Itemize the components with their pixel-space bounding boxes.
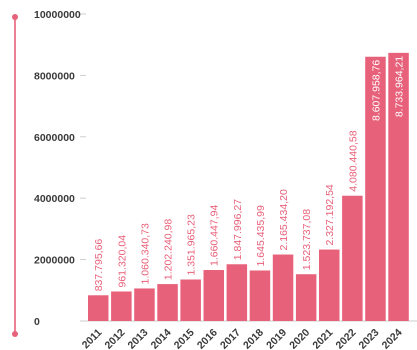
bar-value-label: 1.523.737,08	[301, 209, 313, 270]
y-tick-label: 8000000	[34, 70, 75, 82]
y-tick-label: 6000000	[34, 132, 75, 144]
x-tick-label: 2016	[195, 327, 220, 350]
bar-value-label: 4.080.440,58	[347, 130, 359, 191]
bar-2013[interactable]	[134, 288, 155, 321]
bar-2020[interactable]	[295, 274, 317, 321]
bar-value-label: 1.060.340,73	[139, 223, 151, 284]
bar-value-label: 8.733.964,21	[394, 56, 406, 117]
bar-value-label: 1.351.965,23	[186, 214, 198, 275]
x-tick-label: 2014	[149, 327, 174, 350]
x-tick-label: 2020	[287, 327, 312, 350]
x-tick-label: 2015	[172, 327, 197, 350]
x-tick-label: 2019	[264, 327, 289, 350]
bar-value-label: 2.165.434,20	[278, 189, 290, 250]
y-tick-label: 2000000	[34, 255, 75, 267]
x-tick-label: 2017	[218, 327, 243, 350]
bar-2022[interactable]	[342, 195, 363, 321]
bar-2011[interactable]	[88, 295, 109, 321]
bar-2017[interactable]	[226, 264, 248, 321]
bar-2023[interactable]	[365, 56, 386, 322]
range-slider-handle-top[interactable]	[12, 14, 18, 20]
range-slider-handle-bottom[interactable]	[12, 331, 18, 337]
bars: 837.795,66 961.320,04 1.060.340,73 1.202.24…	[88, 52, 409, 322]
x-tick-label: 2022	[333, 327, 358, 350]
bar-2015[interactable]	[180, 279, 201, 321]
bar-2018[interactable]	[249, 270, 271, 321]
y-tick-label: 10000000	[34, 9, 81, 21]
x-tick-label: 2021	[310, 327, 335, 350]
x-tick-label: 2024	[380, 327, 405, 350]
bar-2019[interactable]	[272, 254, 294, 321]
x-tick-label: 2013	[126, 327, 151, 350]
y-axis: 0 2000000 4000000 6000000 8000000 10000000	[34, 9, 86, 328]
x-tick-label: 2023	[357, 327, 382, 350]
x-tick-label: 2011	[80, 327, 105, 350]
bar-value-label: 837.795,66	[93, 239, 105, 292]
x-tick-label: 2018	[241, 327, 266, 350]
bar-2012[interactable]	[111, 291, 132, 321]
y-tick-label: 4000000	[34, 193, 75, 205]
x-axis: 2011201220132014201520162017201820192020…	[80, 327, 405, 350]
bar-2016[interactable]	[203, 270, 225, 321]
bar-2024[interactable]	[388, 52, 409, 321]
y-tick-label: 0	[34, 316, 40, 328]
bar-value-label: 961.320,04	[116, 235, 128, 288]
bar-value-label: 1.645.435,99	[255, 205, 267, 266]
bar-value-label: 8.607.958,76	[370, 60, 382, 121]
bar-2014[interactable]	[157, 284, 178, 321]
x-tick-label: 2012	[102, 327, 127, 350]
bar-value-label: 1.202.240,98	[163, 219, 175, 280]
bar-2021[interactable]	[319, 249, 340, 321]
range-slider[interactable]	[12, 14, 18, 337]
bar-value-label: 2.327.192,54	[324, 184, 336, 245]
bar-value-label: 1.660.447,94	[209, 205, 221, 266]
bar-value-label: 1.847.996,27	[232, 199, 244, 260]
